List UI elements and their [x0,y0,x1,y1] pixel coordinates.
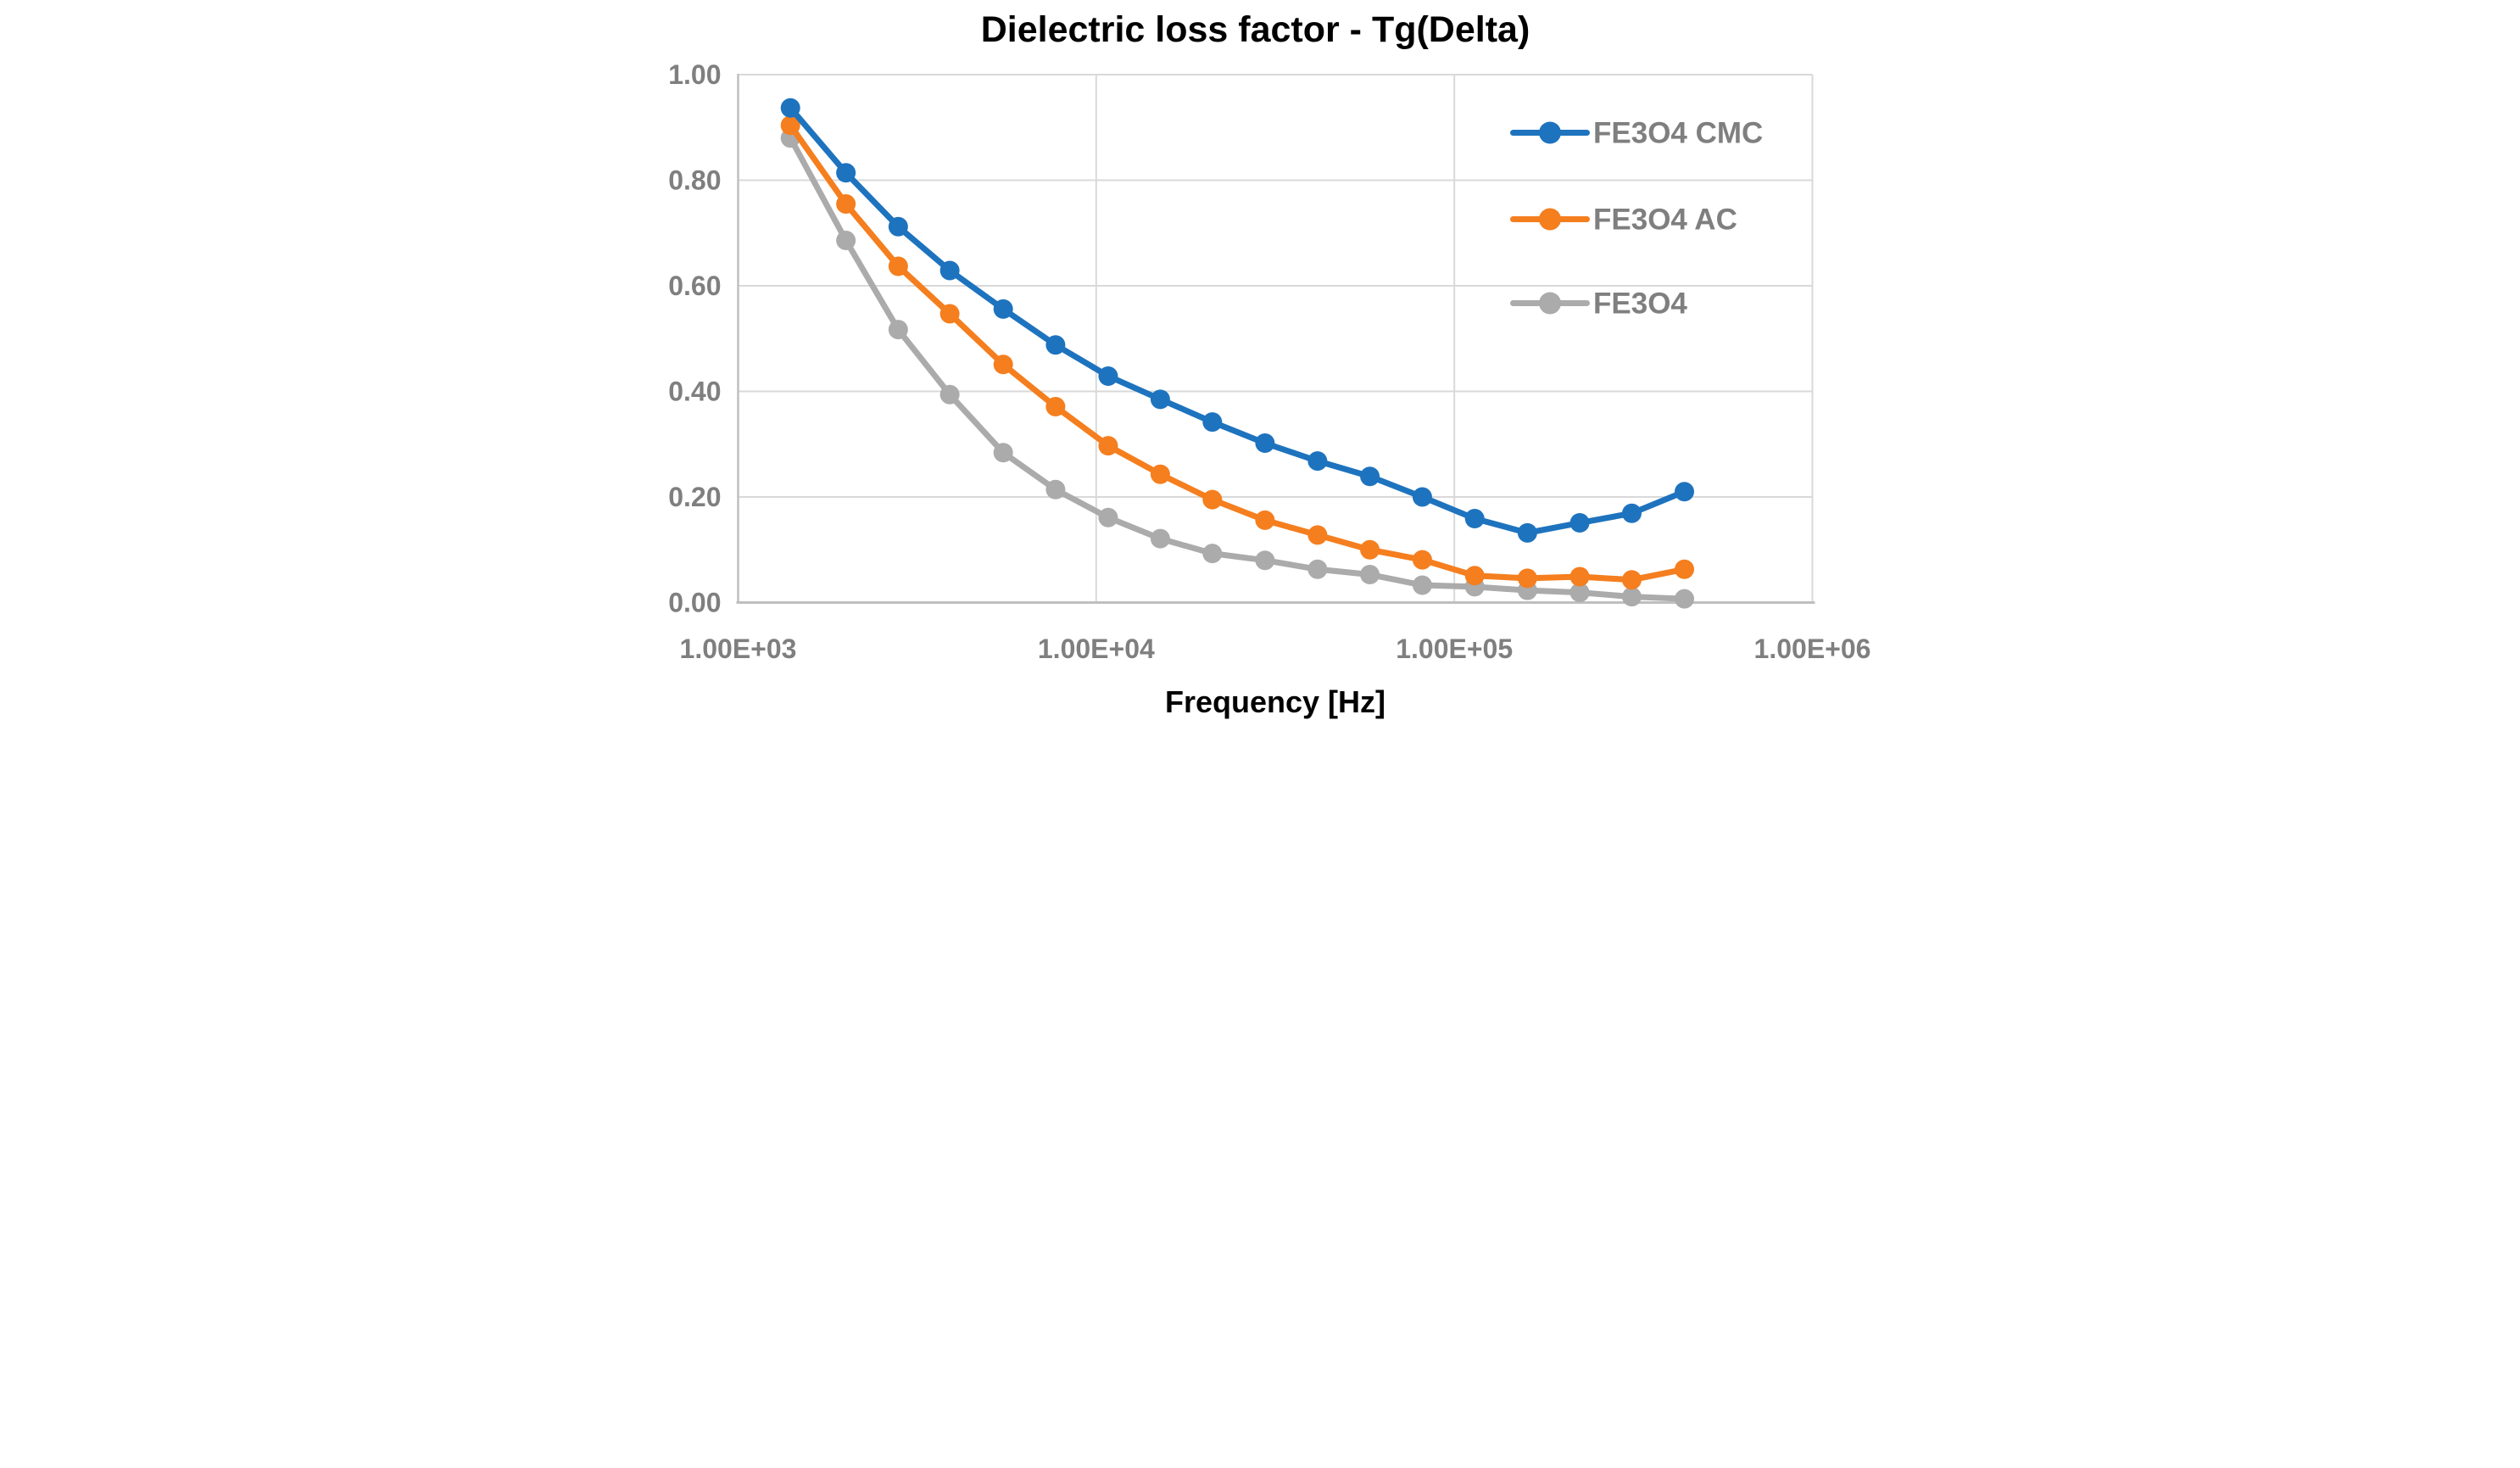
data-point-marker [1621,587,1642,607]
legend-label: FE3O4 [1593,287,1687,321]
data-point-marker [1360,539,1380,560]
data-point-marker [780,115,800,136]
x-axis-tick-labels: 1.00E+03 1.00E+04 1.00E+05 1.00E+06 [680,634,1871,664]
data-point-marker [780,98,800,118]
data-point-marker [1255,433,1275,454]
series-fe3o4-ac [780,115,1695,590]
series-fe3o4-cmc [780,98,1695,543]
data-point-marker [1045,335,1066,355]
y-axis-tick-label: 1.00 [668,59,721,90]
data-point-marker [1621,570,1642,590]
data-point-marker [836,194,856,215]
data-point-marker [1150,528,1170,549]
data-point-marker [1517,568,1537,589]
chart-title: Dielectric loss factor - Tg(Delta) [981,9,1530,50]
data-point-marker [1150,389,1170,410]
data-point-marker [888,320,908,340]
data-point-marker [993,443,1013,463]
chart-container: Dielectric loss factor - Tg(Delta) 1.00 0… [630,0,1890,734]
data-point-marker [1675,482,1695,502]
data-point-marker [888,216,908,237]
data-point-marker [939,260,960,281]
legend-item-fe3o4-cmc: FE3O4 CMC [1510,117,1763,150]
data-point-marker [1360,565,1380,585]
y-axis-tick-label: 0.20 [668,482,721,512]
data-point-marker [1202,412,1223,433]
data-point-marker [836,163,856,183]
x-axis-tick-label: 1.00E+06 [1754,634,1871,664]
data-point-marker [1412,550,1432,570]
y-axis-tick-label: 0.00 [668,588,721,618]
data-point-marker [993,299,1013,319]
dielectric-loss-chart: Dielectric loss factor - Tg(Delta) 1.00 0… [630,0,1890,734]
data-point-marker [1675,559,1695,579]
data-point-marker [1464,509,1485,529]
data-point-marker [1307,451,1328,472]
legend-label: FE3O4 AC [1593,204,1737,237]
y-axis-tick-label: 0.60 [668,271,721,301]
x-axis-tick-label: 1.00E+05 [1396,634,1513,664]
data-point-marker [1360,466,1380,487]
data-point-marker [1307,559,1328,579]
legend-marker-icon [1539,208,1561,231]
legend-label: FE3O4 CMC [1593,117,1763,150]
data-point-marker [1621,503,1642,523]
y-axis-tick-labels: 1.00 0.80 0.60 0.40 0.20 0.00 [668,59,721,618]
data-point-marker [1307,525,1328,545]
data-point-marker [1569,567,1590,587]
data-point-marker [939,384,960,405]
legend-marker-icon [1539,121,1561,144]
data-point-marker [1098,436,1118,456]
x-axis-tick-label: 1.00E+03 [680,634,797,664]
legend-item-fe3o4-ac: FE3O4 AC [1510,204,1737,237]
data-point-marker [993,354,1013,375]
data-series-group [780,98,1695,609]
data-point-marker [1569,513,1590,533]
data-point-marker [1202,489,1223,510]
data-point-marker [1098,507,1118,527]
chart-background [630,0,1890,734]
data-point-marker [1569,583,1590,603]
series-fe3o4 [780,128,1695,609]
y-axis-tick-label: 0.40 [668,377,721,407]
data-point-marker [1412,575,1432,595]
legend: FE3O4 CMC FE3O4 AC FE3O4 [1510,117,1763,321]
data-point-marker [888,256,908,276]
x-axis-tick-label: 1.00E+04 [1038,634,1155,664]
data-point-marker [1045,397,1066,417]
data-point-marker [1098,366,1118,386]
legend-marker-icon [1539,292,1561,315]
data-point-marker [1045,479,1066,500]
y-axis-tick-label: 0.80 [668,165,721,196]
data-point-marker [1517,522,1537,543]
data-point-marker [1412,487,1432,507]
data-point-marker [1255,550,1275,571]
legend-item-fe3o4: FE3O4 [1510,287,1687,321]
data-point-marker [1255,510,1275,530]
data-point-marker [1464,566,1485,586]
data-point-marker [836,230,856,250]
data-point-marker [939,304,960,324]
x-axis-title: Frequency [Hz] [1165,684,1385,719]
data-point-marker [1150,464,1170,484]
data-point-marker [1202,544,1223,564]
data-point-marker [1675,589,1695,609]
